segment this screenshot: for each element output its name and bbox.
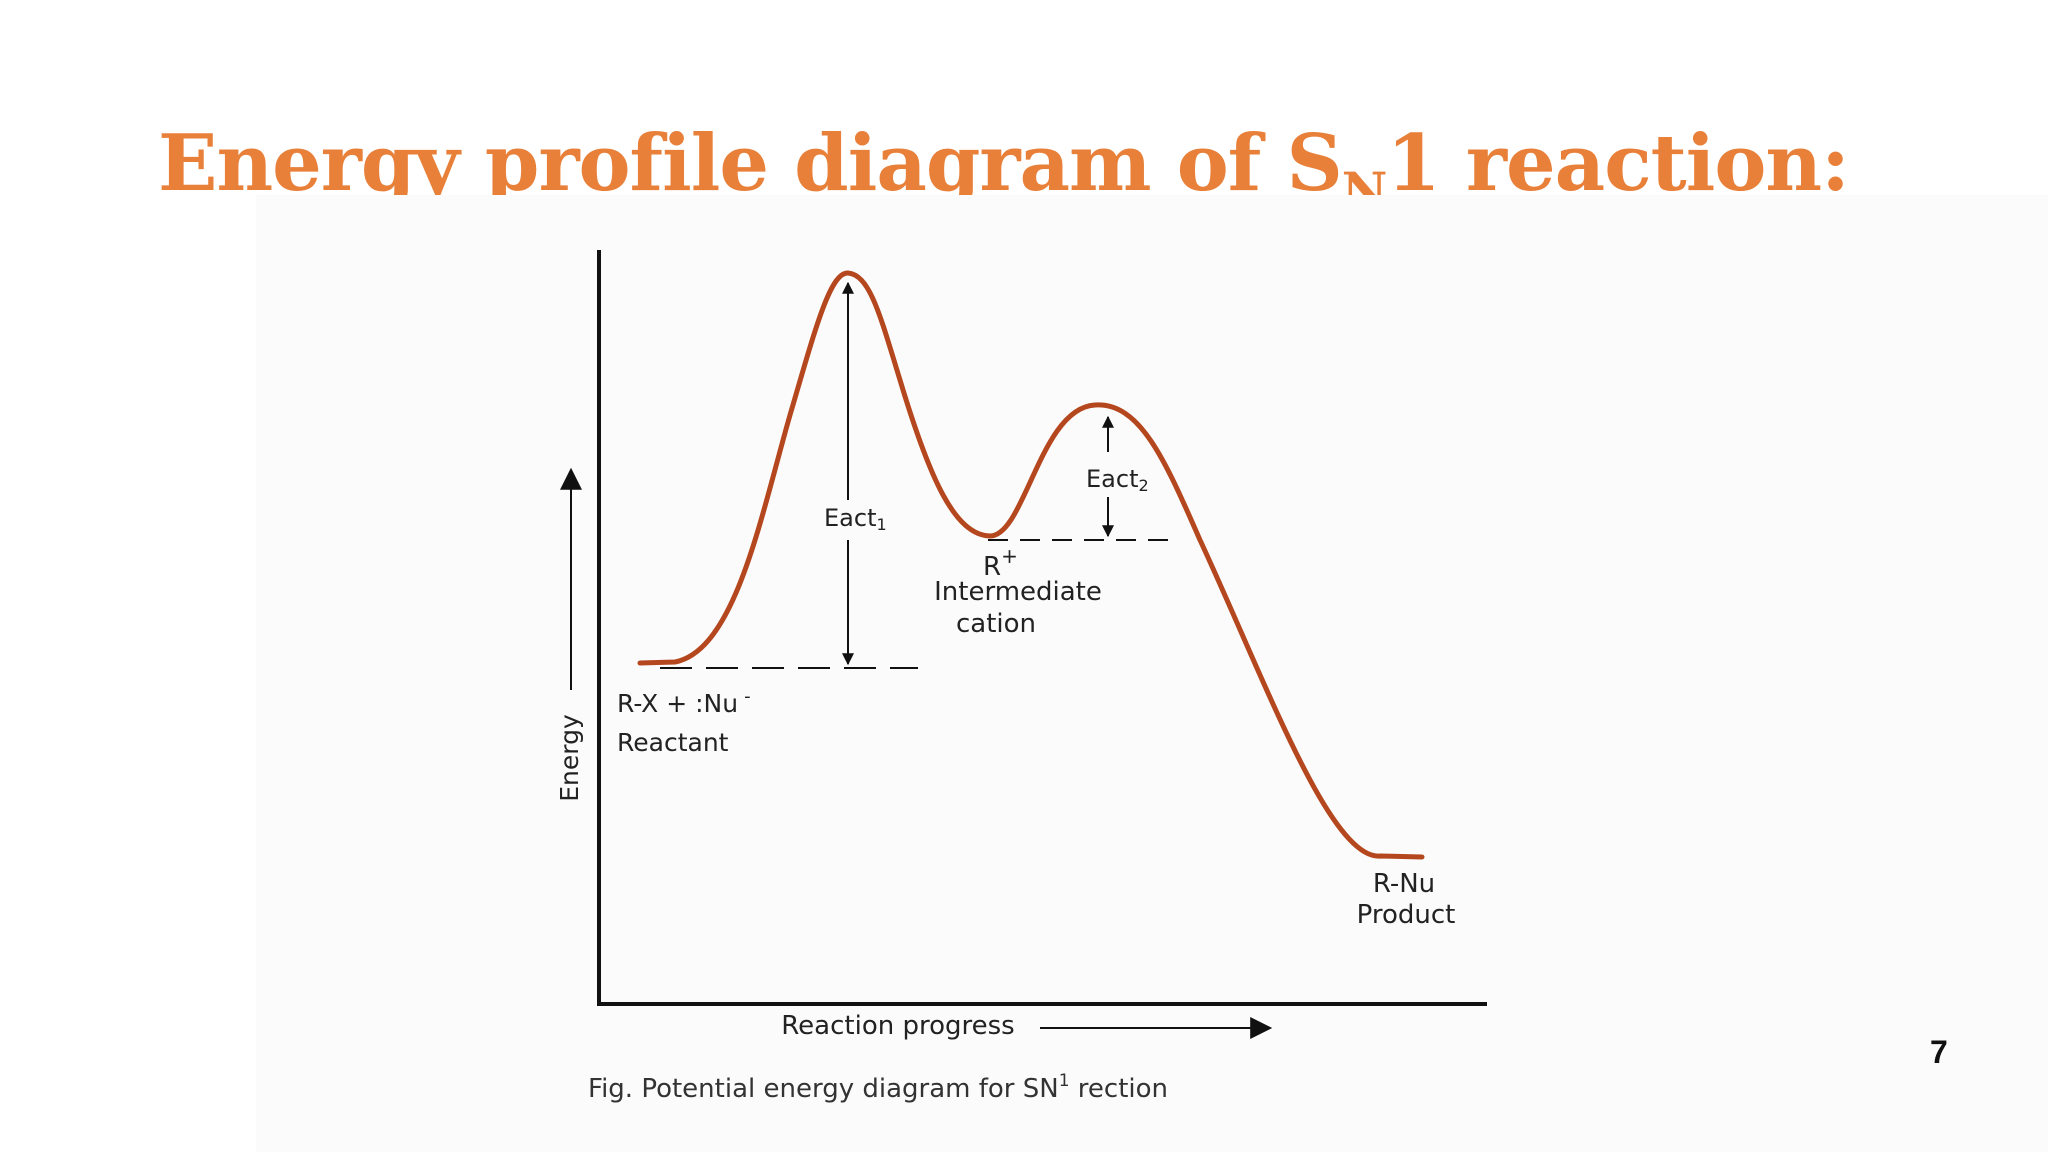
eact2-label: Eact2 [1086,465,1149,495]
slide-title: Energy profile diagram of SN1 reaction: [158,118,1850,220]
figure-caption: Fig. Potential energy diagram for SN1 re… [588,1071,1168,1104]
reactant-label: Reactant [617,728,729,757]
y-axis-label: Energy [555,714,584,802]
intermediate-label-line1: Intermediate [934,577,1102,607]
x-axis-label: Reaction progress [781,1011,1014,1041]
figure-panel [256,195,2048,1152]
product-formula: R-Nu [1373,869,1435,899]
page-number: 7 [1930,1034,1948,1070]
product-label: Product [1357,900,1456,930]
energy-curve [637,270,1425,860]
intermediate-species: R+ [983,544,1018,582]
reactant-formula: R-X + :Nu - [617,686,751,718]
eact1-label: Eact1 [824,504,887,534]
intermediate-label-line2: cation [956,609,1036,639]
